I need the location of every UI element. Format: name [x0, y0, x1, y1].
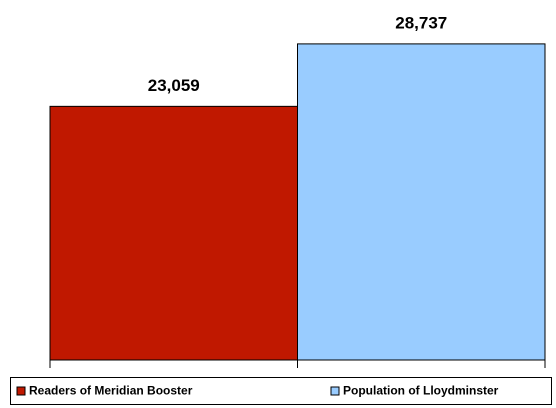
legend-swatch — [330, 386, 340, 396]
legend-box — [10, 377, 552, 405]
legend-label: Readers of Meridian Booster — [29, 384, 193, 398]
value-label: 23,059 — [148, 76, 200, 95]
legend-label: Population of Lloydminster — [343, 384, 499, 398]
value-label: 28,737 — [395, 13, 447, 32]
bar — [49, 105, 298, 361]
bar — [297, 43, 546, 361]
legend-swatch — [16, 386, 26, 396]
